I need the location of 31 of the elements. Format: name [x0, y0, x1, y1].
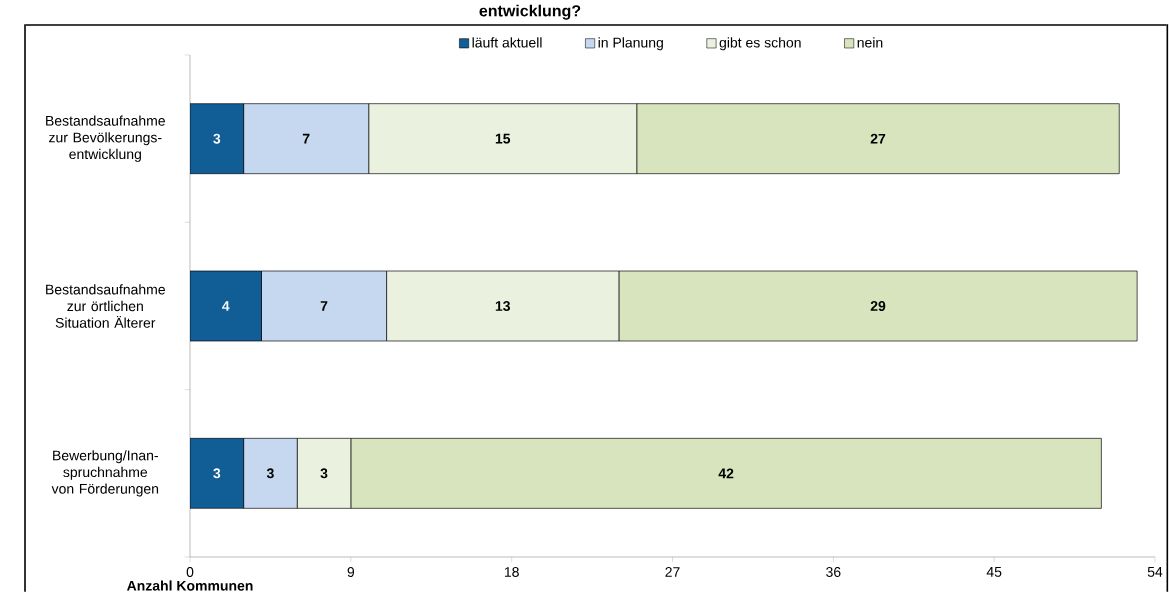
data-label: 4: [222, 301, 230, 311]
legend-label: gibt es schon: [719, 37, 801, 51]
data-label: 3: [213, 468, 221, 479]
y-tick-label: Bewerbung/Inan-spruchnahme von Förderungen: [51, 450, 159, 497]
x-axis-title: Anzahl Kommunen: [126, 580, 253, 591]
data-label: 3: [320, 468, 328, 479]
data-label: 7: [320, 301, 328, 311]
x-tick-label: 18: [504, 567, 519, 577]
chart-title: entwicklung?: [479, 4, 581, 20]
x-tick-label: 36: [826, 567, 841, 577]
bar: [190, 437, 244, 509]
y-tick-label: Bestandsaufnahme zur örtlichen Situation Älterer: [46, 284, 165, 328]
x-tick-label: 27: [665, 567, 680, 577]
x-tick-label: 0: [186, 567, 194, 577]
bar: [190, 270, 262, 342]
data-label: 15: [495, 133, 511, 144]
data-label: 7: [302, 133, 310, 144]
legend-label: läuft aktuell: [472, 37, 542, 48]
data-label: 3: [213, 133, 221, 144]
bar: [190, 103, 244, 174]
data-label: 3: [266, 468, 274, 479]
data-label: 29: [870, 301, 886, 311]
legend-label: nein: [857, 37, 883, 48]
data-label: 13: [495, 300, 511, 311]
y-tick-label: Bestandsaufnahme zur Bevölkerungs-entwicklung: [46, 115, 165, 162]
x-tick-label: 45: [986, 567, 1002, 577]
data-label: 27: [870, 133, 886, 144]
x-tick-label: 54: [1147, 567, 1163, 577]
legend-label: in Planung: [598, 37, 663, 51]
data-label: 42: [718, 468, 734, 479]
x-tick-label: 9: [347, 567, 355, 577]
